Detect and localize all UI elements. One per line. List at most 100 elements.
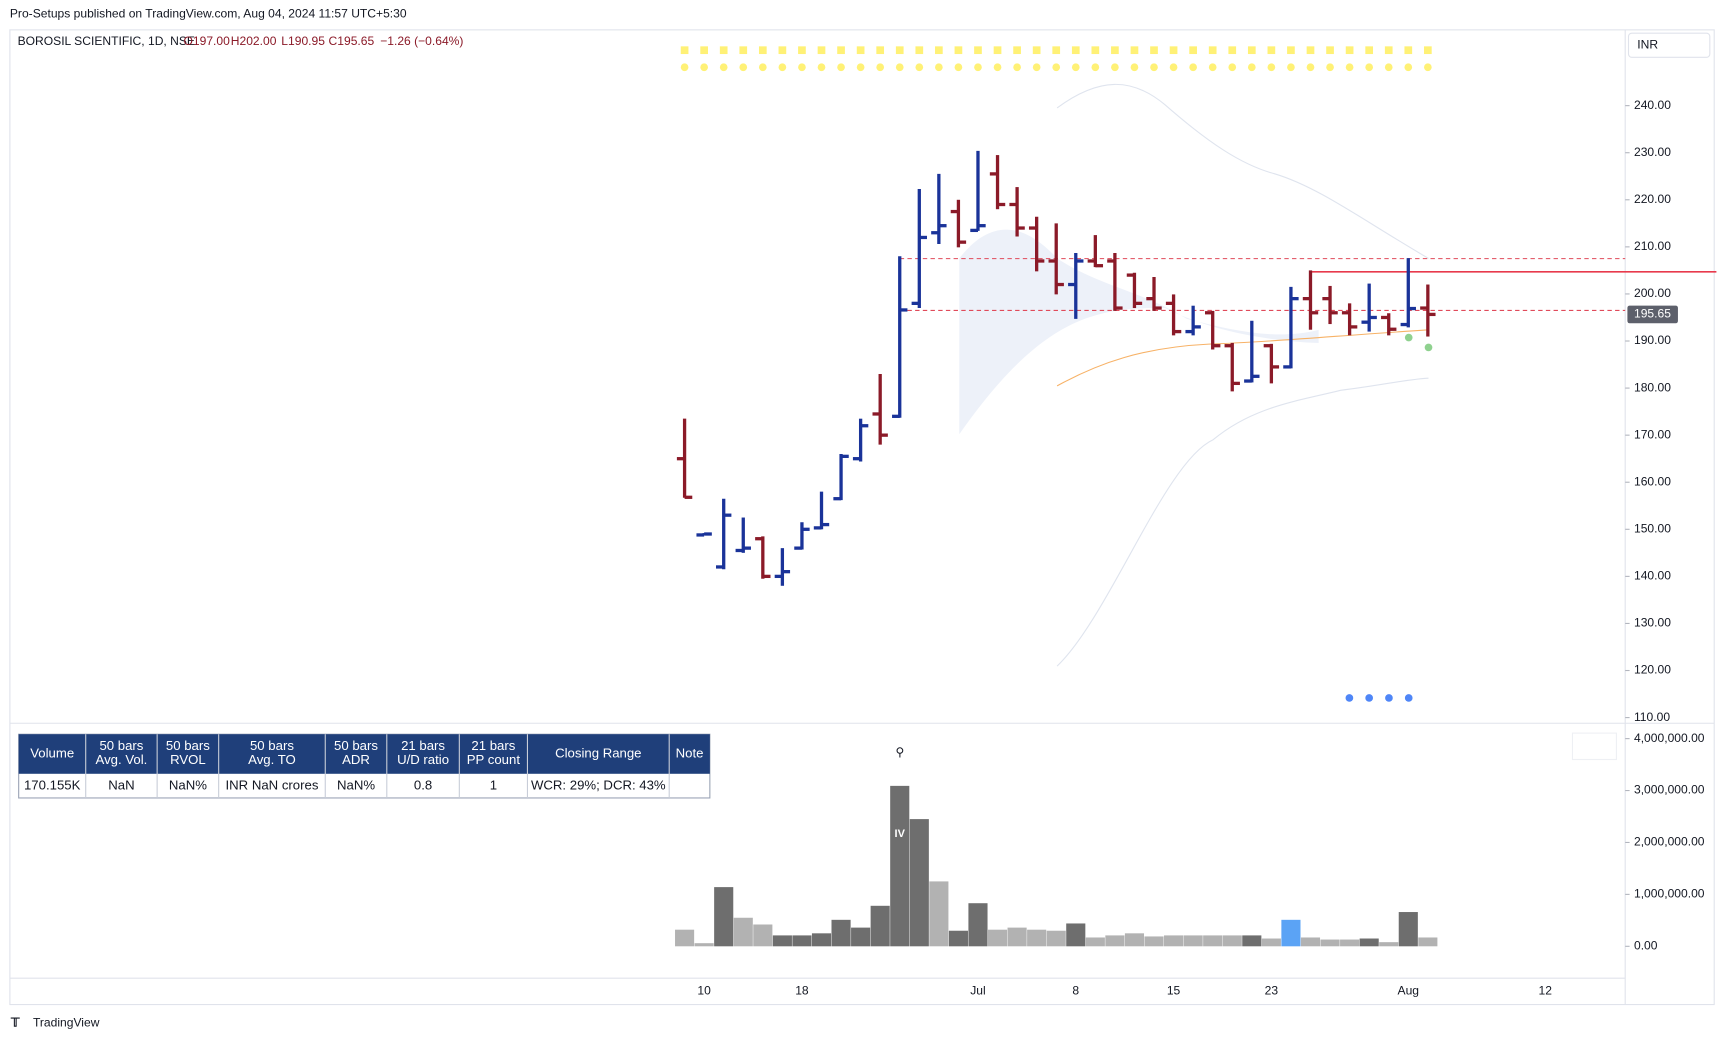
top-dot — [798, 46, 806, 55]
top-dots — [680, 46, 1432, 72]
y-tick-label: 210.00 — [1634, 239, 1671, 253]
legend-open: O197.00 — [184, 34, 231, 48]
pane-controls[interactable] — [1571, 732, 1617, 761]
top-dot — [974, 63, 982, 72]
top-dot — [1267, 46, 1276, 55]
top-dot — [817, 46, 826, 55]
top-dot — [1130, 63, 1139, 72]
top-dot — [680, 63, 689, 72]
last-price-label: 195.65 — [1634, 307, 1671, 321]
table-header: 50 bars — [334, 738, 378, 753]
top-dot — [1404, 46, 1413, 55]
table-header: 50 bars — [166, 738, 210, 753]
y2-tick-label: 3,000,000.00 — [1634, 783, 1705, 797]
table-header-bg — [18, 734, 710, 774]
y-tick-label: 200.00 — [1634, 286, 1671, 300]
top-dot — [700, 63, 708, 72]
volume-bar — [987, 929, 1008, 947]
table-header: RVOL — [170, 752, 206, 767]
top-dot — [856, 63, 865, 72]
top-dot — [1013, 63, 1021, 72]
legend-change: −1.26 (−0.64%) — [380, 34, 463, 48]
top-dot — [1247, 63, 1256, 72]
volume-bar — [909, 819, 929, 947]
top-dot — [1228, 46, 1237, 55]
volume-bar — [1281, 919, 1301, 947]
last-price-box — [1627, 305, 1678, 324]
y2-tick-label: 4,000,000.00 — [1634, 731, 1705, 745]
top-dot — [1032, 46, 1041, 55]
volume-bar — [1300, 937, 1321, 947]
volume-bar — [1320, 939, 1340, 947]
top-dot — [1326, 63, 1334, 72]
table-cell: NaN% — [169, 777, 207, 792]
signal-dot — [1345, 694, 1354, 702]
frame — [9, 29, 1715, 1006]
signal-dot — [1424, 343, 1433, 352]
signal-dot — [1385, 694, 1393, 702]
upper-band — [1056, 83, 1429, 259]
volume-bar — [1046, 930, 1066, 947]
top-dot — [1169, 63, 1178, 72]
top-dot — [1326, 46, 1334, 55]
table-cell: NaN% — [337, 777, 375, 792]
top-dot — [1189, 63, 1197, 72]
top-dot — [1052, 63, 1061, 72]
currency[interactable]: INR — [1637, 37, 1658, 51]
y-tick-label: 110.00 — [1634, 710, 1670, 724]
top-dot — [954, 46, 963, 55]
y-tick-label: 140.00 — [1634, 569, 1671, 583]
table-cell: 1 — [490, 777, 497, 792]
x-tick-label: 23 — [1265, 984, 1279, 998]
top-dot — [1169, 46, 1178, 55]
top-dot — [915, 63, 924, 72]
top-dot — [1287, 63, 1295, 72]
legend-low: L190.95 — [281, 34, 325, 48]
x-tick-label: 15 — [1167, 984, 1181, 998]
y2-tick-label: 2,000,000.00 — [1634, 835, 1705, 849]
top-dot — [1306, 63, 1315, 72]
x-tick-label: 10 — [697, 984, 711, 998]
currency-box[interactable] — [1627, 32, 1711, 58]
volume-bar — [1085, 937, 1105, 947]
volume-bar — [1340, 939, 1360, 947]
volume-bar — [792, 935, 812, 947]
volume-bar — [1418, 937, 1438, 947]
x-tick-label: 8 — [1072, 984, 1079, 998]
volume-bar — [1222, 935, 1242, 947]
table-header: Volume — [30, 745, 74, 760]
volume-bar — [851, 927, 871, 947]
top-dot — [974, 46, 982, 55]
top-dot — [1208, 63, 1217, 72]
volume-bar — [1105, 935, 1125, 947]
top-dot — [758, 46, 767, 55]
signal-dot — [1404, 333, 1413, 342]
signal-dot — [1404, 694, 1413, 702]
top-dot — [1189, 46, 1197, 55]
top-dot — [1365, 63, 1374, 72]
y-tick-label: 180.00 — [1634, 380, 1671, 394]
table-header: Avg. TO — [248, 752, 296, 767]
shaded-area — [959, 229, 1319, 435]
top-dot — [1150, 63, 1158, 72]
top-dot — [1013, 46, 1021, 55]
table-cell: 0.8 — [414, 777, 432, 792]
y-tick-label: 230.00 — [1634, 145, 1671, 159]
volume-bar — [1007, 927, 1027, 947]
volume-bar — [1203, 935, 1223, 947]
footer-brand: TradingView — [33, 1015, 100, 1029]
table-header: Note — [676, 745, 704, 760]
volume-annotation: IV — [895, 828, 906, 840]
table-header: PP count — [467, 752, 521, 767]
top-dot — [1071, 46, 1080, 55]
table-cell: 170.155K — [24, 777, 81, 792]
volume-bar — [831, 919, 851, 947]
volume-bar — [1359, 938, 1379, 947]
table-header: Avg. Vol. — [96, 752, 148, 767]
lower-band — [1056, 377, 1429, 667]
volume-bar — [675, 929, 695, 947]
top-dot — [1052, 46, 1061, 55]
